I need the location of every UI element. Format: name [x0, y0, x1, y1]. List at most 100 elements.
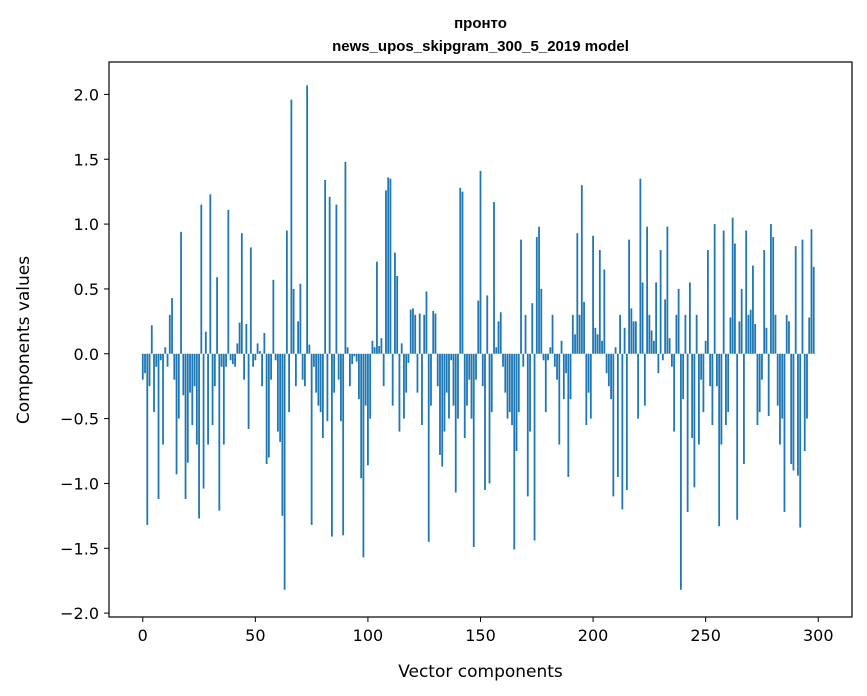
bar — [385, 190, 387, 354]
bar — [184, 353, 187, 499]
bar — [340, 353, 342, 422]
bar — [335, 204, 338, 354]
bar — [639, 178, 642, 354]
bar — [281, 353, 284, 516]
bar — [222, 353, 225, 445]
bar — [398, 353, 401, 432]
bar — [781, 353, 784, 419]
bar — [502, 353, 504, 367]
bar — [229, 353, 232, 361]
bar — [191, 353, 194, 426]
bar — [207, 353, 209, 445]
bar — [171, 298, 173, 354]
bar — [285, 230, 288, 354]
bar — [303, 353, 306, 387]
bar — [324, 180, 327, 354]
bar — [148, 353, 151, 387]
bar — [425, 291, 428, 354]
bar — [580, 185, 583, 354]
bar — [571, 314, 574, 354]
bar — [493, 202, 495, 354]
bar — [416, 353, 419, 393]
bar — [432, 310, 435, 354]
bar — [396, 275, 399, 354]
bar — [574, 334, 576, 354]
bar — [317, 353, 320, 406]
bar — [749, 309, 752, 354]
bar — [540, 288, 543, 354]
y-tick-label: −2.0 — [60, 604, 99, 623]
bar — [596, 334, 599, 354]
bar — [290, 99, 293, 354]
bar — [513, 353, 516, 550]
bar — [412, 308, 414, 354]
bar — [297, 321, 300, 354]
bar — [479, 170, 482, 354]
bar — [679, 353, 682, 590]
bar — [407, 353, 410, 363]
bar — [758, 353, 761, 413]
bar — [704, 340, 707, 354]
bar — [549, 347, 552, 354]
bar — [763, 250, 766, 354]
bar — [448, 353, 450, 419]
bar — [605, 353, 608, 374]
bar — [707, 250, 709, 354]
bar — [607, 353, 610, 387]
bar — [754, 323, 757, 354]
bar — [279, 353, 282, 442]
bar — [328, 196, 331, 354]
bar — [481, 353, 484, 387]
bar — [346, 347, 349, 354]
bar — [565, 353, 567, 374]
bar — [472, 353, 475, 547]
chart-title-line-2: news_upos_skipgram_300_5_2019 model — [332, 38, 629, 55]
bar — [623, 327, 626, 354]
bar — [272, 279, 275, 354]
bar — [146, 353, 149, 525]
bar — [517, 353, 520, 413]
bar — [772, 237, 775, 354]
x-tick-label: 150 — [465, 626, 496, 645]
bar — [141, 353, 144, 380]
bar — [668, 338, 671, 354]
bar — [688, 282, 691, 354]
bar — [213, 353, 216, 387]
y-tick-label: −1.5 — [60, 539, 99, 558]
bar — [535, 237, 538, 354]
bar — [283, 353, 286, 590]
bar — [657, 353, 660, 374]
y-tick-label: 0.0 — [74, 345, 99, 364]
bar — [344, 161, 347, 354]
bar — [387, 177, 390, 354]
bar — [637, 353, 640, 419]
bar — [569, 353, 572, 400]
bar — [504, 353, 507, 393]
bar — [261, 353, 263, 387]
bar — [497, 321, 500, 354]
bar — [587, 353, 590, 393]
bar — [803, 353, 806, 452]
bar — [808, 317, 811, 354]
bar — [247, 353, 250, 429]
y-tick-label: −1.0 — [60, 474, 99, 493]
bar — [684, 314, 687, 354]
bar — [423, 314, 426, 354]
bar — [454, 353, 457, 493]
bar — [529, 353, 531, 432]
bar — [245, 323, 248, 354]
bar — [646, 226, 649, 354]
x-tick-label: 300 — [803, 626, 834, 645]
bar — [652, 340, 655, 354]
bar — [144, 353, 146, 374]
y-tick-label: 0.5 — [74, 280, 99, 299]
bar — [610, 353, 612, 400]
y-axis-label: Components values — [14, 256, 34, 424]
bar — [594, 327, 597, 354]
bar — [394, 252, 396, 354]
bar — [716, 353, 718, 387]
bar — [459, 187, 462, 354]
bar — [619, 314, 621, 354]
bar — [321, 353, 324, 439]
bar — [369, 353, 372, 419]
